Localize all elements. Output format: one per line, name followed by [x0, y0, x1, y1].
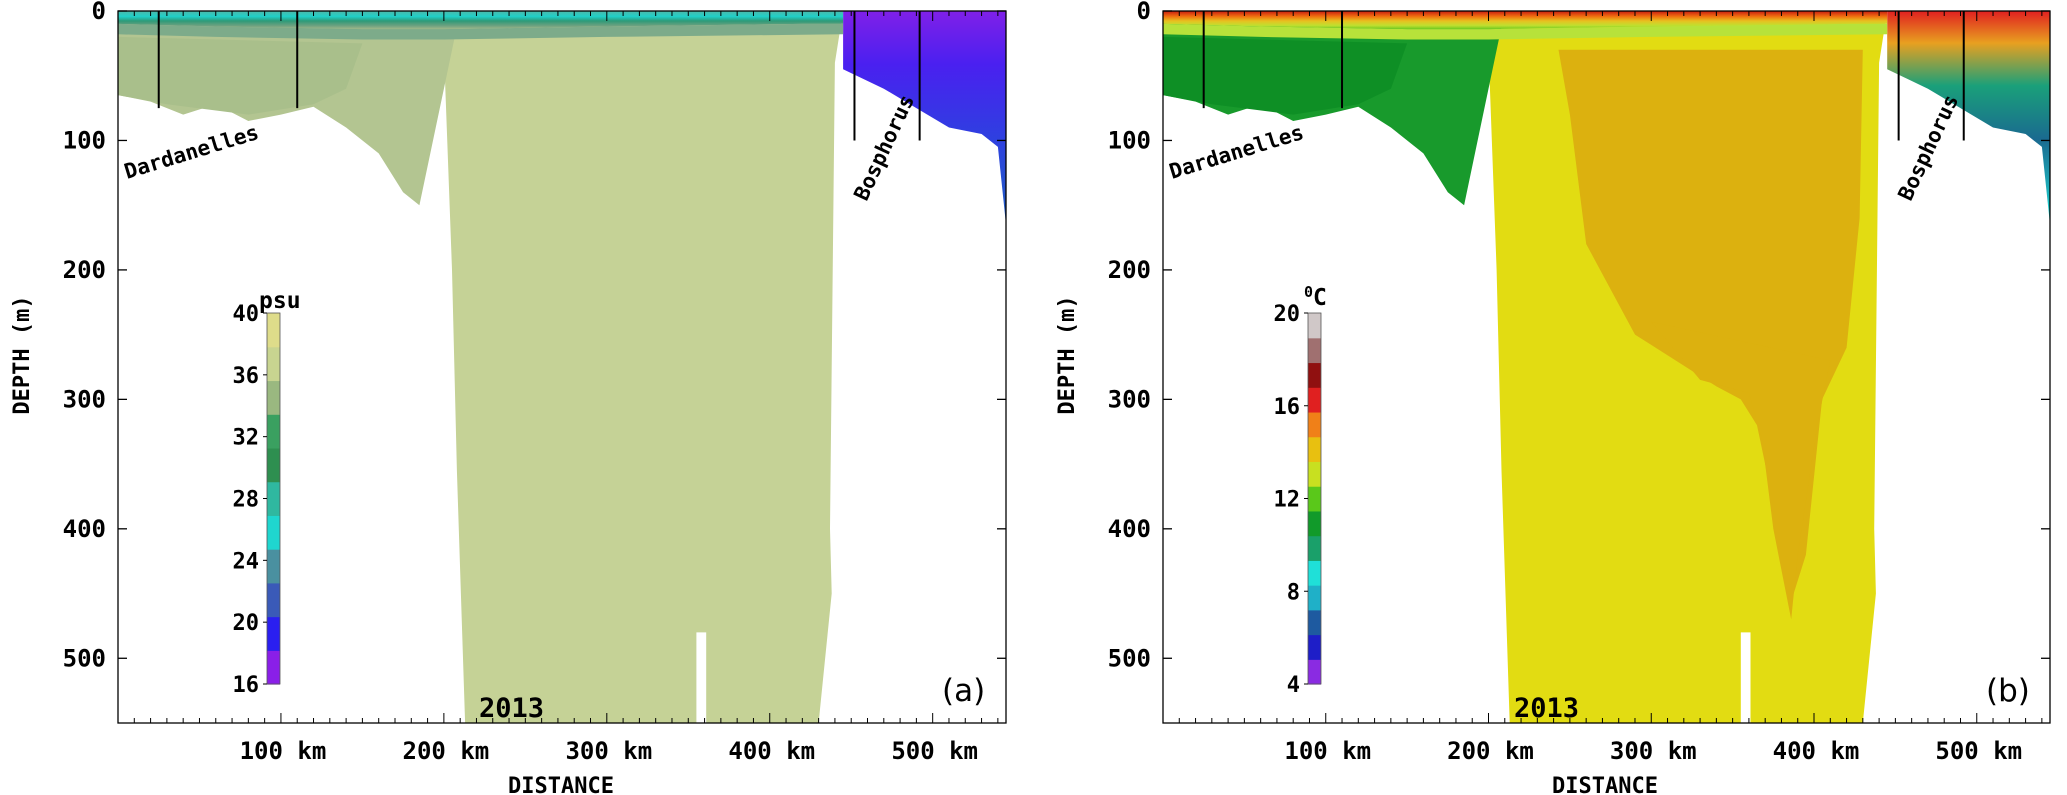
colorbar-band: [1308, 634, 1321, 660]
colorbar-band: [1308, 362, 1321, 388]
panel-b-temperature: 0 100 200 300 400 500 100 km 200 km 300 km 400 km…: [1055, 0, 2051, 795]
colorbar-band: [267, 313, 280, 348]
y-tick-label: 400: [1108, 515, 1151, 543]
panel-a-salinity: 0 100 200 300 400 500 100 km 200 km 300 km 400 km…: [10, 0, 1007, 795]
y-tick-label: 500: [63, 644, 106, 672]
y-tick-label: 100: [63, 126, 106, 154]
x-tick-label: 300 km: [565, 737, 652, 765]
black-sea-inflow-region: [843, 11, 1006, 225]
black-sea-inflow-region: [1887, 11, 2050, 225]
colorbar-tick-label: 16: [1274, 395, 1301, 420]
colorbar-band: [267, 549, 280, 584]
x-tick-label: 200 km: [1447, 737, 1534, 765]
y-tick-label: 300: [63, 385, 106, 413]
colorbar-band: [1308, 411, 1321, 438]
x-tick-label: 500 km: [891, 737, 978, 765]
colorbar-tick-label: 20: [233, 611, 260, 636]
colorbar-tick-label: 28: [233, 488, 260, 513]
colorbar-unit: 0C: [1304, 283, 1327, 311]
colorbar-band: [1308, 585, 1321, 611]
colorbar-unit: psu: [259, 288, 301, 314]
panel-b-xlabel: DISTANCE: [1552, 774, 1658, 795]
y-tick-label: 0: [1137, 0, 1151, 25]
panel-a-axes: 0 100 200 300 400 500 100 km 200 km 300 km 400 km…: [63, 0, 1007, 765]
colorbar-band: [267, 481, 280, 516]
y-tick-label: 400: [63, 515, 106, 543]
x-tick-label: 400 km: [728, 737, 815, 765]
temperature-field: [1163, 11, 2050, 723]
colorbar-tick-label: 24: [233, 549, 260, 574]
x-tick-label: 400 km: [1773, 737, 1860, 765]
colorbar-band: [267, 582, 280, 618]
colorbar-tick-label: 4: [1287, 673, 1300, 698]
salinity-field: [118, 11, 1006, 723]
surface-layer: [118, 11, 844, 30]
colorbar-tick-label: 12: [1274, 488, 1301, 513]
y-tick-label: 0: [92, 0, 106, 25]
colorbar-band: [1308, 313, 1321, 339]
colorbar-band: [1308, 560, 1321, 586]
panel-b-ylabel: DEPTH (m): [1055, 295, 1080, 414]
strait-label-bosphorus: Bosphorus: [849, 91, 919, 204]
colorbar-band: [1308, 486, 1321, 512]
panel-a-ylabel: DEPTH (m): [10, 295, 35, 414]
colorbar-band: [267, 650, 280, 685]
colorbar-band: [1308, 436, 1321, 462]
colorbar-band: [1308, 387, 1321, 413]
panel-b-axes: 0 100 200 300 400 500 100 km 200 km 300 km 400 km…: [1108, 0, 2051, 765]
intermediate-water-tongue: [1651, 321, 1831, 620]
x-tick-label: 100 km: [1284, 737, 1371, 765]
shelf-inner-layer: [1163, 36, 1408, 115]
panel-a-letter: (a): [942, 673, 985, 709]
colorbar-band: [1308, 659, 1321, 685]
deep-water-region: [443, 11, 844, 723]
surface-layer: [1163, 11, 1888, 30]
panel-b-letter: (b): [1986, 673, 2030, 709]
plot-frame: [1162, 10, 2051, 724]
colorbar-tick-label: 40: [233, 302, 260, 327]
colorbar-band: [267, 616, 280, 651]
x-tick-label: 300 km: [1610, 737, 1697, 765]
subsurface-layer: [118, 23, 844, 40]
colorbar-tick-label: 36: [233, 364, 260, 389]
colorbar-band: [1308, 461, 1321, 487]
colorbar-band: [1308, 609, 1321, 636]
colorbar-tick-label: 32: [233, 426, 260, 451]
strait-label-dardanelles: Dardanelles: [1166, 120, 1306, 184]
subsurface-layer: [1163, 23, 1888, 40]
y-tick-label: 500: [1108, 644, 1151, 672]
x-tick-label: 500 km: [1935, 737, 2022, 765]
colorbar-band: [1308, 510, 1321, 537]
colorbar-band: [267, 447, 280, 483]
colorbar-band: [267, 346, 280, 382]
colorbar-tick-label: 16: [233, 673, 260, 698]
x-tick-label: 100 km: [240, 737, 327, 765]
plot-frame: [117, 10, 1007, 724]
x-tick-label: 200 km: [403, 737, 490, 765]
y-tick-label: 200: [1108, 256, 1151, 284]
panel-a-year-label: 2013: [479, 693, 544, 724]
y-tick-label: 200: [63, 256, 106, 284]
panel-b-year-label: 2013: [1514, 693, 1579, 724]
colorbar-band: [1308, 337, 1321, 364]
colorbar-band: [267, 380, 280, 415]
shelf-inner-layer: [118, 36, 363, 115]
panel-a-xlabel: DISTANCE: [508, 774, 614, 795]
y-tick-label: 100: [1108, 126, 1151, 154]
colorbar-band: [267, 515, 280, 550]
strait-label-bosphorus: Bosphorus: [1893, 91, 1963, 204]
colorbar-tick-label: 20: [1274, 302, 1301, 327]
y-tick-label: 300: [1108, 385, 1151, 413]
colorbar-band: [1308, 535, 1321, 561]
strait-label-dardanelles: Dardanelles: [121, 120, 261, 184]
colorbar-band: [267, 414, 280, 449]
colorbar-tick-label: 8: [1287, 580, 1300, 605]
